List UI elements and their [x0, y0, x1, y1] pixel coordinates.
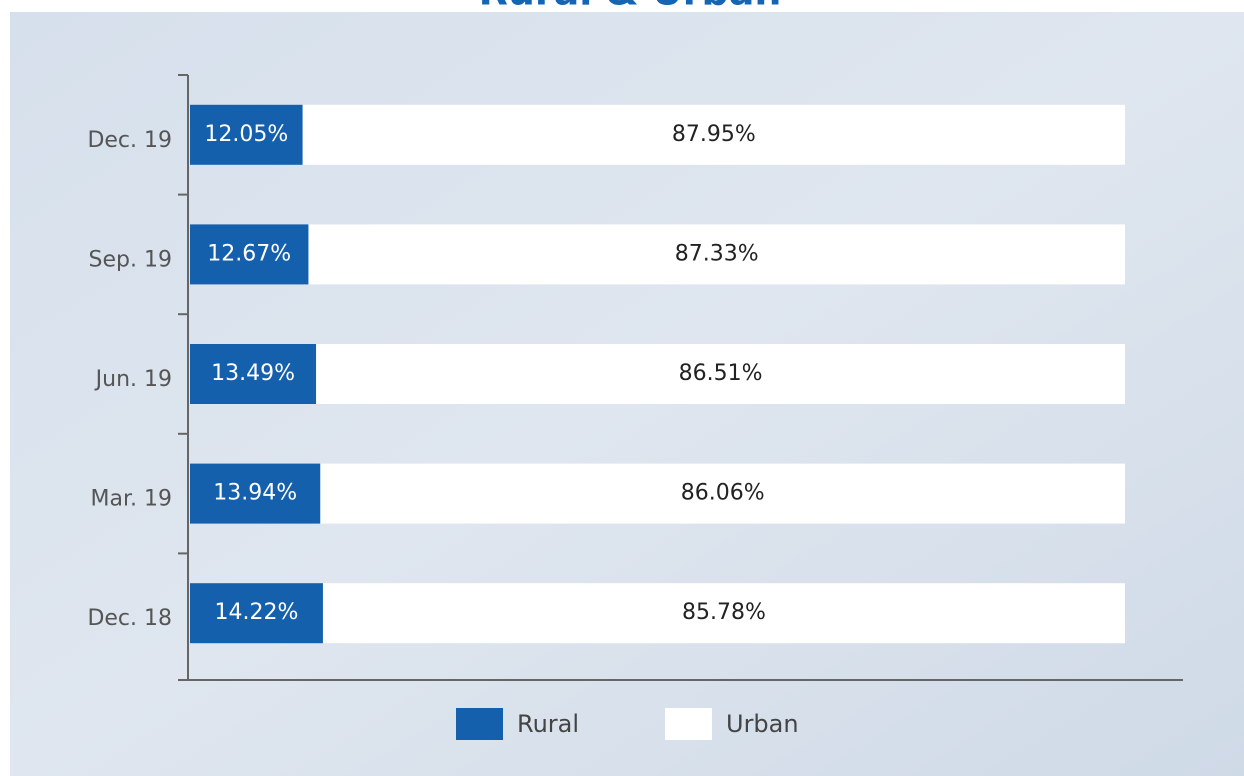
- value-label: 87.95%: [672, 122, 756, 147]
- bar-segment: [190, 224, 309, 285]
- value-label: 14.22%: [215, 600, 299, 625]
- value-label: 13.49%: [211, 361, 295, 386]
- legend-label: Rural: [517, 710, 579, 738]
- bar-segment: [190, 583, 323, 644]
- y-tick-label: Jun. 19: [94, 367, 172, 392]
- y-tick-label: Mar. 19: [91, 487, 172, 512]
- bar-segment: [190, 344, 317, 404]
- chart-title: Rural & Urban: [479, 0, 782, 14]
- y-tick-label: Dec. 19: [87, 128, 172, 153]
- value-label: 87.33%: [675, 241, 759, 266]
- bar-segment: [316, 344, 1126, 404]
- bar-segment: [190, 463, 321, 524]
- bar-segment: [302, 104, 1126, 165]
- value-label: 12.67%: [207, 241, 291, 266]
- value-label: 12.05%: [204, 122, 288, 147]
- bar-segment: [308, 224, 1126, 285]
- value-label: 85.78%: [682, 600, 766, 625]
- value-label: 13.94%: [213, 481, 297, 506]
- value-label: 86.06%: [681, 481, 765, 506]
- y-tick-label: Sep. 19: [89, 247, 172, 272]
- y-tick-label: Dec. 18: [87, 606, 172, 631]
- bar-segment: [320, 463, 1125, 524]
- legend-swatch: [456, 708, 503, 740]
- value-label: 86.51%: [679, 361, 763, 386]
- legend-label: Urban: [726, 710, 799, 738]
- legend-swatch: [665, 708, 712, 740]
- bar-segment: [190, 104, 303, 165]
- bar-segment: [322, 583, 1125, 644]
